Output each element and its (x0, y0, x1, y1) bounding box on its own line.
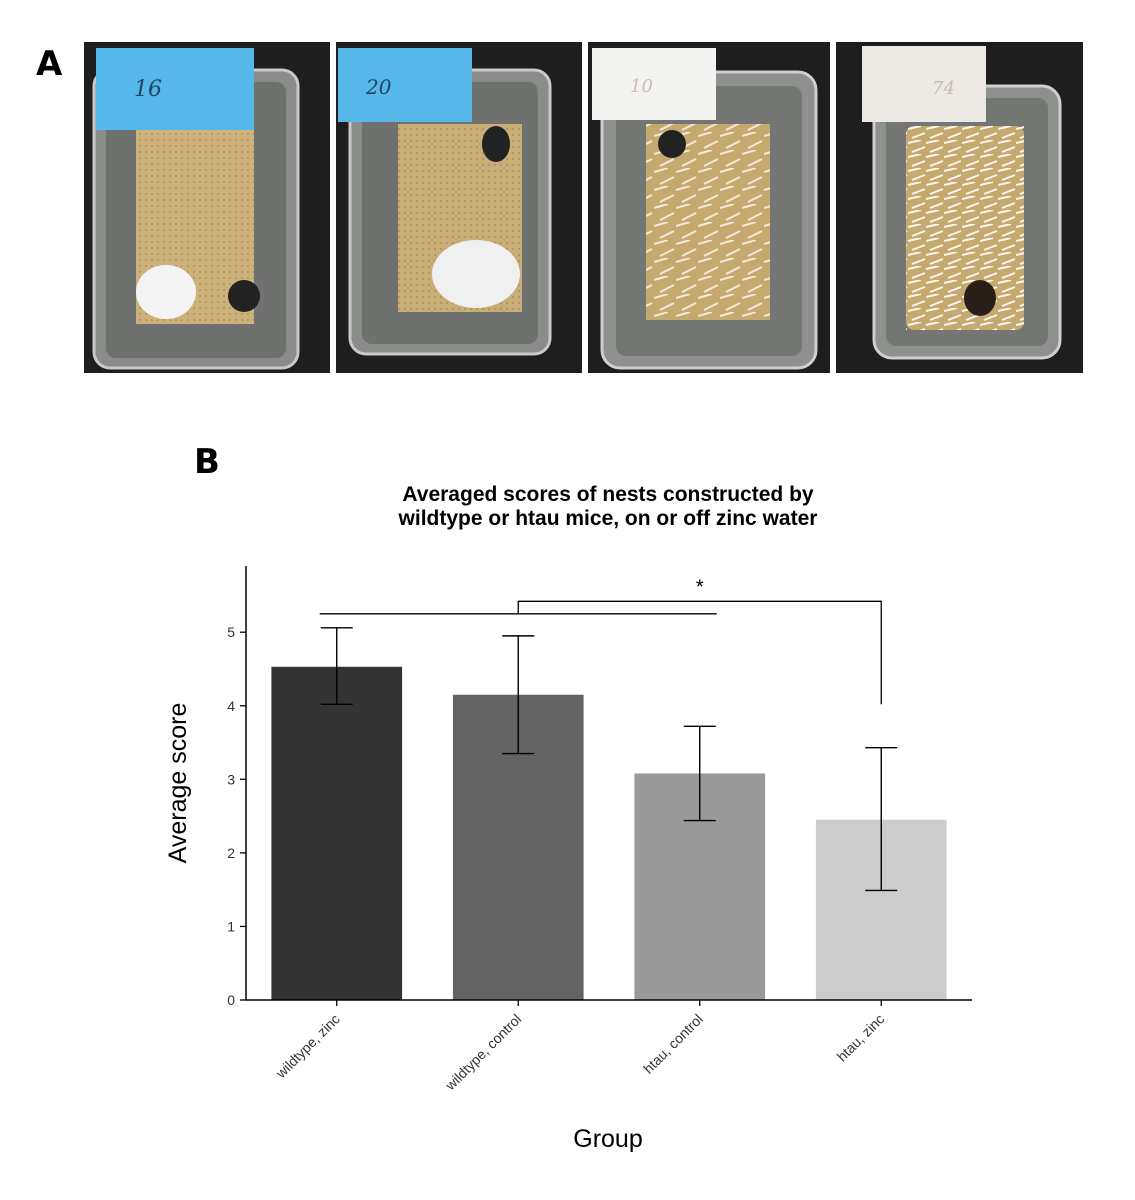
error-bar-1 (502, 635, 535, 755)
y-tick-label-3: 3 (227, 771, 235, 787)
nest-photo-3: 10 (588, 42, 830, 373)
cage-tag-4 (862, 46, 986, 122)
x-tick-label-0: wildtype, zinc (272, 1011, 343, 1082)
y-ticks-group: 0 1 2 3 4 5 (227, 624, 246, 1008)
error-bar-0 (320, 627, 353, 705)
bars-group (271, 666, 947, 1000)
x-ticks-group: wildtype, zinc wildtype, control htau, con… (272, 1000, 887, 1094)
y-tick-label-4: 4 (227, 698, 235, 714)
cage-tag-1 (96, 48, 254, 130)
cage-tag-2-text: 20 (365, 75, 392, 99)
chart-title-line-2: wildtype or htau mice, on or off zinc wa… (398, 507, 818, 530)
error-bar-2 (683, 725, 716, 822)
panel-label-a: A (36, 44, 63, 84)
y-tick-label-0: 0 (227, 992, 235, 1008)
x-axis-title: Group (573, 1125, 642, 1153)
nest-photo-4: 74 (836, 42, 1083, 373)
nest-photo-strip: 16 20 (84, 42, 1083, 373)
panel-label-b: B (194, 442, 220, 482)
chart-title-line-1: Averaged scores of nests constructed by (402, 483, 814, 506)
error-bar-3 (865, 746, 898, 892)
significance-bracket: * (319, 576, 882, 705)
x-tick-label-2: htau, control (640, 1011, 706, 1077)
nest-photo-1: 16 (84, 42, 330, 373)
bar-wildtype-zinc (271, 666, 403, 1000)
y-tick-label-5: 5 (227, 624, 235, 640)
significance-bracket-line (517, 600, 882, 705)
nest-photo-2: 20 (336, 42, 582, 373)
x-tick-label-1: wildtype, control (441, 1011, 524, 1094)
cage-tag-2 (338, 48, 472, 122)
y-tick-label-2: 2 (227, 845, 235, 861)
cage-tag-1-text: 16 (134, 77, 162, 102)
y-axis-title: Average score (164, 703, 192, 864)
cage-tag-3 (592, 48, 716, 120)
x-tick-label-3: htau, zinc (834, 1011, 888, 1065)
cage-tag-4-text: 74 (932, 78, 955, 99)
error-bars-group (320, 627, 898, 892)
significance-star: * (696, 576, 704, 598)
y-tick-label-1: 1 (227, 918, 235, 934)
cage-tag-3-text: 10 (630, 76, 653, 97)
